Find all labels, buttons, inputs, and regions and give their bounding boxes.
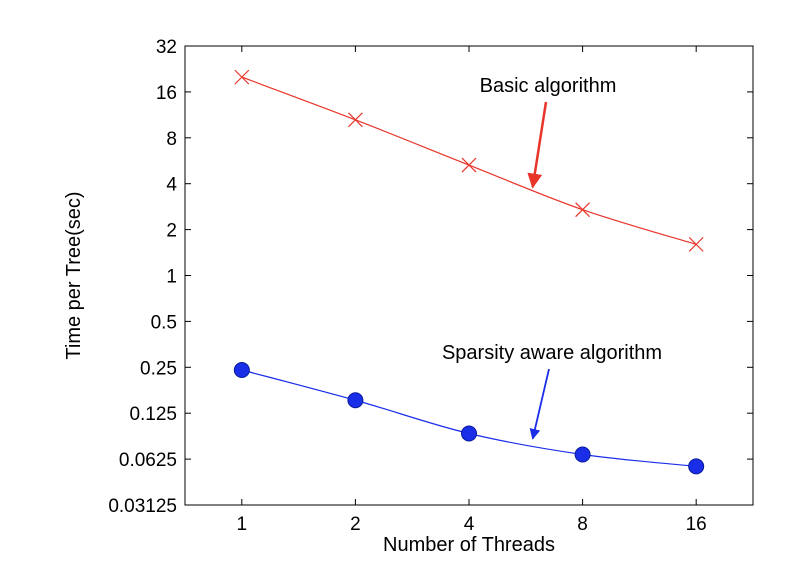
data-point [688,236,704,252]
annotation-1: Basic algorithm [480,75,617,189]
y-tick-label: 0.03125 [108,496,177,517]
x-tick-label: 8 [577,514,588,535]
series-1 [234,69,704,252]
y-axis: 0.03125 0.0625 0.125 0.25 0.5 1 2 4 8 16 32 [108,37,753,517]
data-point [688,458,705,475]
y-tick-label: 16 [156,83,177,104]
y-tick-label: 32 [156,37,177,58]
y-axis-label: Time per Tree(sec) [63,191,85,359]
data-point [574,446,591,463]
series-line [241,76,697,245]
y-tick-label: 0.25 [140,358,177,379]
y-tick-label: 2 [166,221,177,242]
y-tick-label: 4 [166,175,177,196]
data-point [347,112,363,128]
x-tick-label: 4 [464,514,475,535]
series-2 [233,362,705,475]
series-line [241,369,697,467]
annotation-arrow [527,101,548,189]
x-tick-label: 2 [350,514,361,535]
x-tick-label: 16 [686,514,707,535]
annotation-arrow [529,368,550,440]
data-point [461,425,478,442]
annotation-2: Sparsity aware algorithm [442,342,662,440]
x-axis: 1 2 4 8 16 [237,46,707,535]
y-tick-label: 0.0625 [119,450,177,471]
data-point [461,157,477,173]
annotation-text: Basic algorithm [480,75,617,97]
y-tick-label: 0.125 [129,404,177,425]
data-point [347,392,364,409]
plot-layer [233,69,705,475]
annotations: Basic algorithm Sparsity aware algorithm [442,75,662,440]
data-point [234,69,250,85]
annotation-text: Sparsity aware algorithm [442,342,662,364]
x-tick-label: 1 [237,514,248,535]
y-tick-label: 8 [166,129,177,150]
data-point [575,202,591,218]
x-axis-label: Number of Threads [383,534,555,556]
data-point [233,362,250,379]
y-tick-label: 0.5 [151,312,177,333]
y-tick-label: 1 [166,267,177,288]
